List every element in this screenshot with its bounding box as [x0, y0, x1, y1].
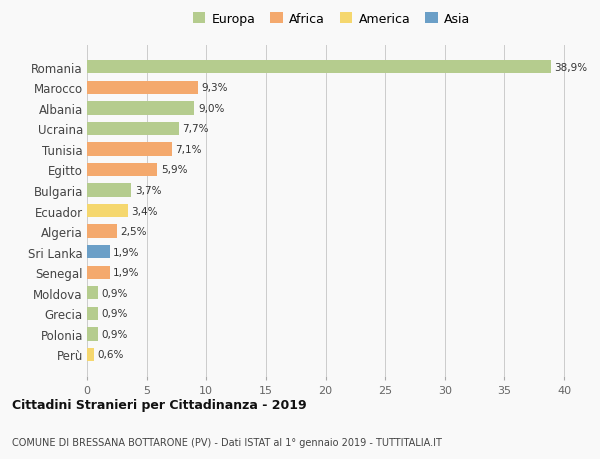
Text: 1,9%: 1,9% — [113, 247, 140, 257]
Text: 0,9%: 0,9% — [101, 288, 128, 298]
Text: COMUNE DI BRESSANA BOTTARONE (PV) - Dati ISTAT al 1° gennaio 2019 - TUTTITALIA.I: COMUNE DI BRESSANA BOTTARONE (PV) - Dati… — [12, 437, 442, 447]
Text: 3,7%: 3,7% — [135, 185, 161, 196]
Bar — [87, 348, 94, 361]
Text: 7,1%: 7,1% — [175, 145, 202, 155]
Text: 38,9%: 38,9% — [554, 62, 587, 73]
Bar — [87, 184, 131, 197]
Bar — [87, 102, 194, 115]
Text: 5,9%: 5,9% — [161, 165, 187, 175]
Text: 9,0%: 9,0% — [198, 104, 224, 113]
Bar — [87, 266, 110, 280]
Bar — [87, 307, 98, 320]
Bar — [87, 286, 98, 300]
Bar — [87, 123, 179, 136]
Text: Cittadini Stranieri per Cittadinanza - 2019: Cittadini Stranieri per Cittadinanza - 2… — [12, 398, 307, 412]
Bar — [87, 225, 117, 238]
Text: 0,6%: 0,6% — [98, 350, 124, 360]
Bar — [87, 143, 172, 156]
Bar — [87, 163, 157, 177]
Text: 0,9%: 0,9% — [101, 329, 128, 339]
Bar — [87, 81, 198, 95]
Bar — [87, 61, 551, 74]
Bar — [87, 246, 110, 259]
Text: 1,9%: 1,9% — [113, 268, 140, 278]
Legend: Europa, Africa, America, Asia: Europa, Africa, America, Asia — [193, 12, 470, 25]
Text: 0,9%: 0,9% — [101, 309, 128, 319]
Text: 2,5%: 2,5% — [121, 227, 147, 237]
Bar — [87, 328, 98, 341]
Text: 7,7%: 7,7% — [182, 124, 209, 134]
Text: 3,4%: 3,4% — [131, 206, 158, 216]
Bar — [87, 204, 128, 218]
Text: 9,3%: 9,3% — [202, 83, 228, 93]
